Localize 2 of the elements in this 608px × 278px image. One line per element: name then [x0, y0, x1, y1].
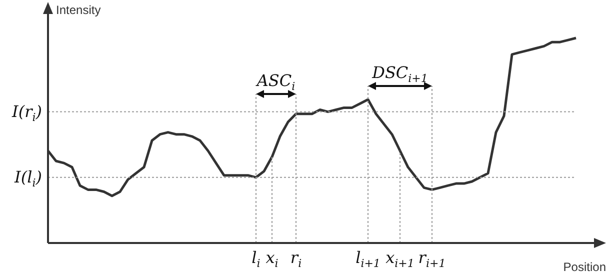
x-axis-title: Position — [563, 260, 606, 274]
y-axis-title: Intensity — [56, 3, 101, 17]
